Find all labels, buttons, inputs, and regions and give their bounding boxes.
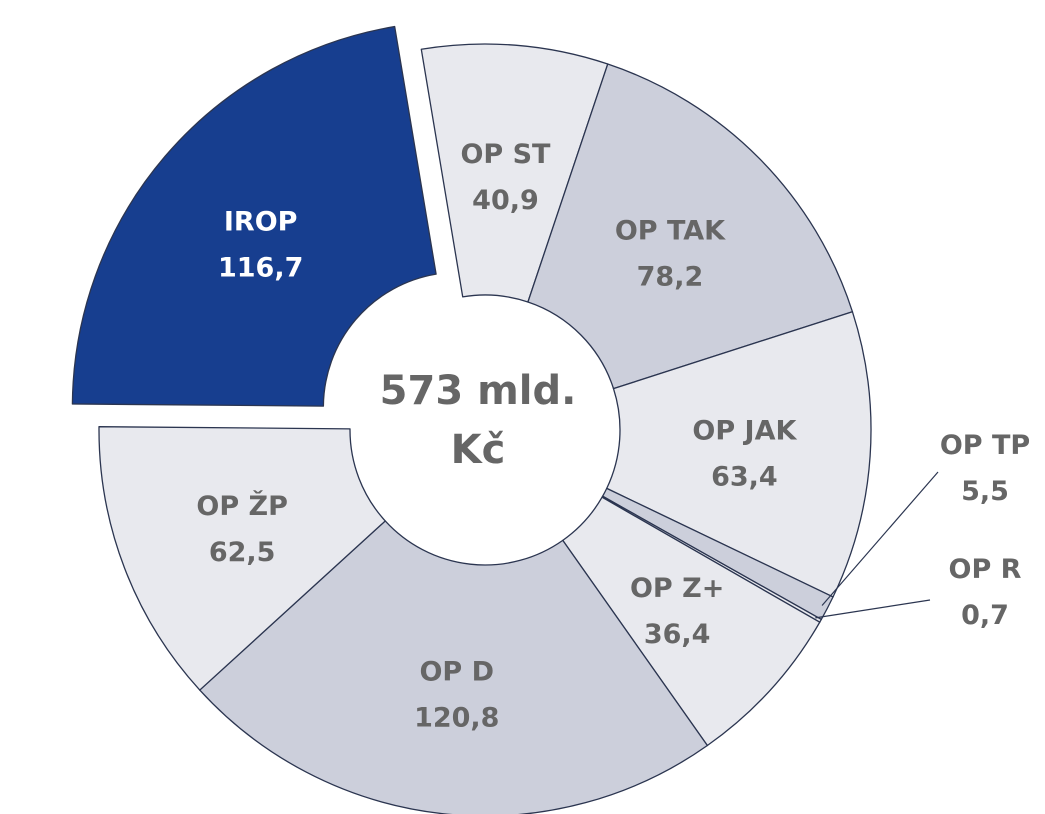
slice-label-op-jak: OP JAK 63,4 (692, 416, 797, 493)
slice-op-tak (527, 63, 854, 390)
slice-name-op-st: OP ST (460, 139, 551, 170)
slice-value-op-d: 120,8 (414, 702, 499, 733)
slice-value-op-zp: 62,5 (209, 537, 276, 568)
slice-op-jak (606, 311, 872, 598)
leader-lines-layer (815, 471, 939, 619)
leader-line-op-r (815, 599, 931, 619)
slice-name-irop: IROP (224, 206, 298, 237)
slice-op-zp (98, 426, 386, 691)
slice-label-op-tak: OP TAK 78,2 (615, 215, 726, 292)
center-label-line1: 573 mld. (380, 368, 577, 414)
slice-value-op-tak: 78,2 (637, 261, 704, 292)
slice-irop (71, 25, 437, 407)
slice-label-irop: IROP 116,7 (218, 206, 303, 283)
slice-name-op-r: OP R (949, 554, 1022, 585)
slice-value-op-st: 40,9 (472, 185, 539, 216)
slice-name-op-tp: OP TP (940, 430, 1030, 461)
slice-name-op-jak: OP JAK (692, 416, 797, 447)
slice-value-op-tp: 5,5 (961, 476, 1009, 507)
slice-value-op-r: 0,7 (961, 600, 1009, 631)
slice-name-op-d: OP D (419, 656, 494, 687)
slice-label-op-st: OP ST 40,9 (460, 139, 551, 216)
slice-label-op-tp: OP TP 5,5 (940, 430, 1030, 507)
slice-label-op-r: OP R 0,7 (949, 554, 1022, 631)
center-label-group: 573 mld. Kč (380, 368, 577, 473)
slice-value-op-jak: 63,4 (711, 462, 778, 493)
slice-op-st (420, 43, 609, 303)
slice-name-op-tak: OP TAK (615, 215, 726, 246)
slice-op-d (199, 520, 709, 814)
slice-label-op-z-plus: OP Z+ 36,4 (630, 573, 724, 650)
labels-layer: OP ST 40,9OP TAK 78,2OP JAK 63,4OP Z+ 36,4OP… (196, 139, 1030, 734)
slice-value-op-z-plus: 36,4 (644, 619, 711, 650)
leader-line-op-tp (821, 471, 939, 606)
slices-layer (71, 25, 872, 814)
slice-label-op-d: OP D 120,8 (414, 656, 499, 733)
slice-name-op-z-plus: OP Z+ (630, 573, 724, 604)
slice-name-op-zp: OP ŽP (196, 490, 288, 522)
center-label-line2: Kč (451, 427, 506, 473)
slice-label-op-zp: OP ŽP 62,5 (196, 490, 288, 568)
slice-value-irop: 116,7 (218, 252, 303, 283)
